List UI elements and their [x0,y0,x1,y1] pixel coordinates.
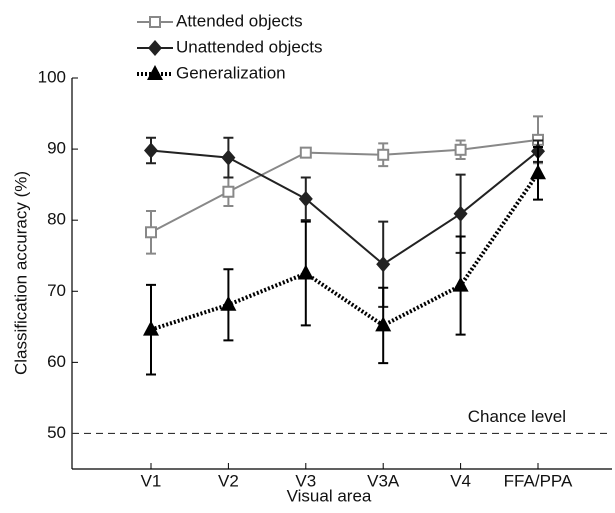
x-tick-label: FFA/PPA [504,471,573,490]
point [298,190,313,207]
point [144,142,158,159]
legend-label: Attended objects [176,11,303,30]
chance-label: Chance level [468,407,566,426]
legend-marker [148,40,162,56]
legend-marker [149,16,161,28]
point [221,149,236,166]
legend-label: Unattended objects [176,37,323,56]
x-tick-label: V2 [218,471,239,490]
point [297,264,314,280]
legend-marker [147,65,163,80]
point [377,148,390,161]
x-tick-label: V3 [295,471,316,490]
y-tick-label: 80 [47,210,66,229]
point [453,205,468,222]
point [145,226,157,239]
y-tick-label: 90 [47,139,66,158]
x-tick-label: V4 [450,471,471,490]
point [222,185,235,198]
y-tick-label: 50 [47,423,66,442]
point [376,256,391,273]
x-axis-label: Visual area [287,486,372,505]
y-tick-label: 70 [47,281,66,300]
x-tick-label: V3A [367,471,400,490]
y-tick-label: 100 [38,67,66,86]
y-axis-label: Classification accuracy (%) [11,171,30,375]
point [454,143,467,156]
legend-label: Generalization [176,63,286,82]
series-line [150,172,540,332]
y-tick-label: 60 [47,352,66,371]
x-tick-label: V1 [141,471,162,490]
point [220,295,237,311]
point [143,320,159,336]
point [375,316,392,332]
point [299,146,312,159]
point [452,276,469,292]
point [530,164,546,180]
series-line [150,149,539,266]
series-line [150,138,539,234]
